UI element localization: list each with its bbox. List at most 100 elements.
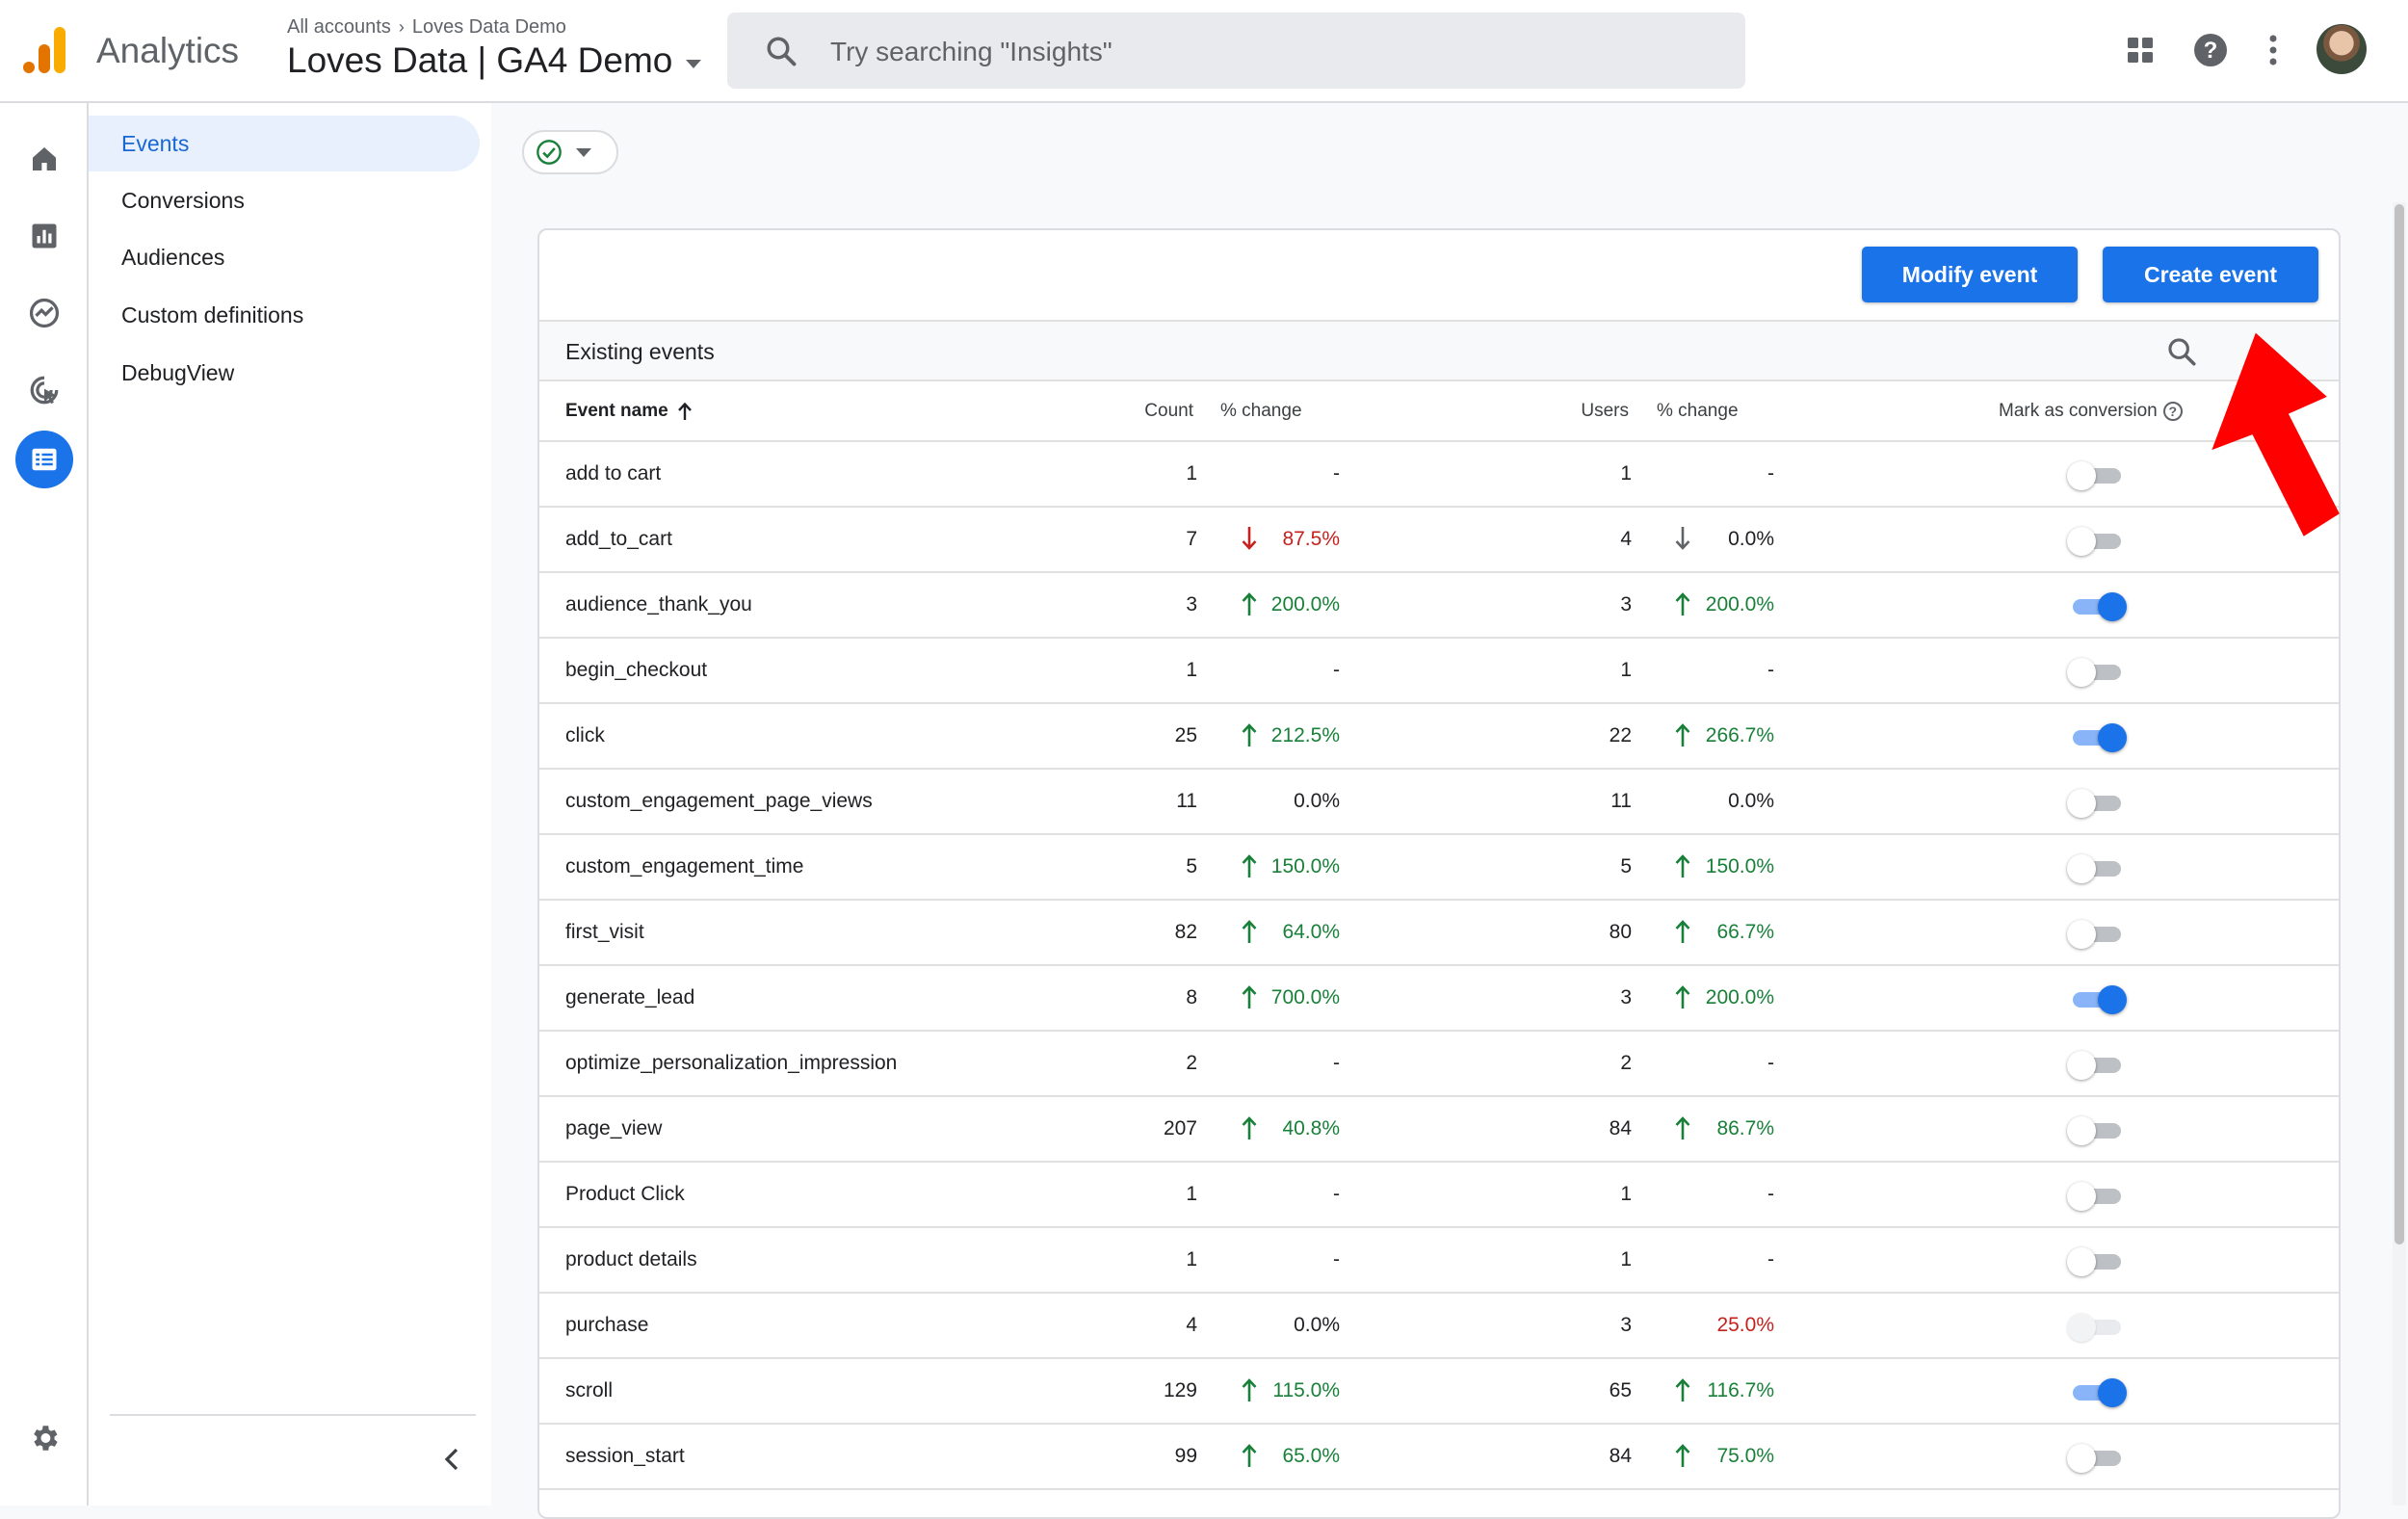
subnav-item-custom-definitions[interactable]: Custom definitions xyxy=(89,287,480,343)
table-row[interactable]: click 25 212.5% 22 266.7% xyxy=(539,704,2339,770)
count-change: 64.0% xyxy=(1282,921,1340,943)
table-row[interactable]: optimize_personalization_impression 2 - 2 - xyxy=(539,1032,2339,1097)
col-users[interactable]: Users xyxy=(1581,401,1629,421)
search-bar[interactable] xyxy=(727,13,1745,89)
breadcrumb-account[interactable]: Loves Data Demo xyxy=(411,16,566,38)
col-count[interactable]: Count xyxy=(1144,401,1193,421)
event-name[interactable]: generate_lead xyxy=(565,986,695,1008)
event-name[interactable]: custom_engagement_page_views xyxy=(565,790,873,812)
col-count-change[interactable]: % change xyxy=(1220,401,1302,421)
count-change: 0.0% xyxy=(1294,1314,1340,1336)
collapse-nav-chevron-left-icon[interactable] xyxy=(428,1435,476,1483)
table-row[interactable]: custom_engagement_time 5 150.0% 5 150.0% xyxy=(539,835,2339,901)
event-users: 3 xyxy=(1620,1314,1632,1336)
event-name[interactable]: scroll xyxy=(565,1379,614,1401)
event-name[interactable]: page_view xyxy=(565,1117,663,1139)
comparison-filter-chip[interactable] xyxy=(522,130,618,174)
table-search-icon[interactable] xyxy=(2165,335,2198,368)
table-row[interactable]: generate_lead 8 700.0% 3 200.0% xyxy=(539,966,2339,1032)
table-row[interactable]: Product Click 1 - 1 - xyxy=(539,1163,2339,1228)
event-name[interactable]: click xyxy=(565,724,605,746)
mark-as-conversion-toggle[interactable] xyxy=(2067,1245,2125,1276)
subnav-item-debugview[interactable]: DebugView xyxy=(89,345,480,401)
col-event-name[interactable]: Event name xyxy=(565,401,694,422)
event-name[interactable]: product details xyxy=(565,1248,697,1270)
mark-as-conversion-toggle[interactable] xyxy=(2067,918,2125,949)
trend-up-arrow-icon xyxy=(1674,722,1691,753)
event-users: 3 xyxy=(1620,593,1632,615)
event-name[interactable]: optimize_personalization_impression xyxy=(565,1052,898,1074)
mark-as-conversion-toggle[interactable] xyxy=(2067,1049,2125,1080)
subnav-item-events[interactable]: Events xyxy=(89,116,480,171)
mark-as-conversion-toggle[interactable] xyxy=(2067,787,2125,818)
table-row[interactable]: page_view 207 40.8% 84 86.7% xyxy=(539,1097,2339,1163)
table-row[interactable]: begin_checkout 1 - 1 - xyxy=(539,639,2339,704)
table-row[interactable]: custom_engagement_page_views 11 0.0% 11 0.0% xyxy=(539,770,2339,835)
mark-as-conversion-toggle[interactable] xyxy=(2067,1114,2125,1145)
account-avatar[interactable] xyxy=(2316,24,2367,74)
apps-icon[interactable] xyxy=(2119,29,2161,71)
create-event-button[interactable]: Create event xyxy=(2103,247,2318,302)
mark-as-conversion-toggle[interactable] xyxy=(2067,721,2127,752)
table-row[interactable]: product details 1 - 1 - xyxy=(539,1228,2339,1294)
count-change: 150.0% xyxy=(1270,855,1340,877)
property-selector[interactable]: Loves Data | GA4 Demo xyxy=(287,40,702,81)
mark-as-conversion-toggle[interactable] xyxy=(2067,852,2125,883)
explore-icon[interactable] xyxy=(15,284,73,342)
admin-gear-icon[interactable] xyxy=(15,1409,73,1467)
mark-as-conversion-toggle[interactable] xyxy=(2067,525,2125,556)
table-row[interactable]: purchase 4 0.0% 3 25.0% xyxy=(539,1294,2339,1359)
trend-down-arrow-icon xyxy=(1674,526,1691,557)
breadcrumb-root[interactable]: All accounts xyxy=(287,16,391,38)
event-name[interactable]: session_start xyxy=(565,1445,685,1467)
mark-as-conversion-toggle[interactable] xyxy=(2067,1180,2125,1211)
users-change: - xyxy=(1767,659,1774,681)
mark-as-conversion-toggle[interactable] xyxy=(2067,656,2125,687)
page-scrollbar-thumb[interactable] xyxy=(2395,204,2404,1244)
mark-as-conversion-toggle[interactable] xyxy=(2067,983,2127,1014)
count-change: 115.0% xyxy=(1272,1379,1340,1401)
breadcrumb[interactable]: All accounts › Loves Data Demo xyxy=(287,16,566,39)
mark-as-conversion-toggle[interactable] xyxy=(2067,1442,2125,1473)
mark-as-conversion-toggle[interactable] xyxy=(2067,1376,2127,1407)
advertising-icon[interactable] xyxy=(15,361,73,419)
count-change: - xyxy=(1333,462,1340,485)
table-row[interactable]: add to cart 1 - 1 - xyxy=(539,442,2339,508)
mark-as-conversion-toggle[interactable] xyxy=(2067,459,2125,490)
help-icon[interactable]: ? xyxy=(2189,29,2232,71)
table-row[interactable]: first_visit 82 64.0% 80 66.7% xyxy=(539,901,2339,966)
event-name[interactable]: first_visit xyxy=(565,921,644,943)
subnav-item-conversions[interactable]: Conversions xyxy=(89,172,480,228)
event-name[interactable]: begin_checkout xyxy=(565,659,708,681)
modify-event-button[interactable]: Modify event xyxy=(1862,247,2078,302)
count-change: 212.5% xyxy=(1270,724,1340,746)
reports-icon[interactable] xyxy=(15,207,73,265)
table-row[interactable]: add_to_cart 7 87.5% 4 0.0% xyxy=(539,508,2339,573)
event-name[interactable]: audience_thank_you xyxy=(565,593,752,615)
sort-ascending-arrow-icon[interactable] xyxy=(676,402,694,421)
annotation-arrow-icon xyxy=(2212,332,2340,537)
subnav-item-label: Custom definitions xyxy=(121,301,304,327)
table-row[interactable]: session_start 99 65.0% 84 75.0% xyxy=(539,1425,2339,1490)
table-row[interactable]: scroll 129 115.0% 65 116.7% xyxy=(539,1359,2339,1425)
subnav-item-audiences[interactable]: Audiences xyxy=(89,229,480,285)
table-row[interactable]: audience_thank_you 3 200.0% 3 200.0% xyxy=(539,573,2339,639)
configure-icon[interactable] xyxy=(15,431,73,488)
event-count: 2 xyxy=(1186,1052,1197,1074)
analytics-logo-icon[interactable] xyxy=(23,27,66,73)
event-name[interactable]: add_to_cart xyxy=(565,528,672,550)
event-count: 1 xyxy=(1186,1183,1197,1205)
event-name[interactable]: add to cart xyxy=(565,462,662,485)
count-change: - xyxy=(1333,1183,1340,1205)
col-users-change[interactable]: % change xyxy=(1657,401,1739,421)
trend-up-arrow-icon xyxy=(1241,984,1258,1015)
more-vert-icon[interactable] xyxy=(2252,29,2294,71)
mark-as-conversion-toggle[interactable] xyxy=(2067,590,2127,621)
trend-up-arrow-icon xyxy=(1241,919,1258,950)
event-name[interactable]: Product Click xyxy=(565,1183,685,1205)
event-name[interactable]: custom_engagement_time xyxy=(565,855,804,877)
home-icon[interactable] xyxy=(15,130,73,188)
search-input[interactable] xyxy=(828,32,1699,72)
help-circle-icon[interactable]: ? xyxy=(2162,402,2183,421)
event-name[interactable]: purchase xyxy=(565,1314,649,1336)
